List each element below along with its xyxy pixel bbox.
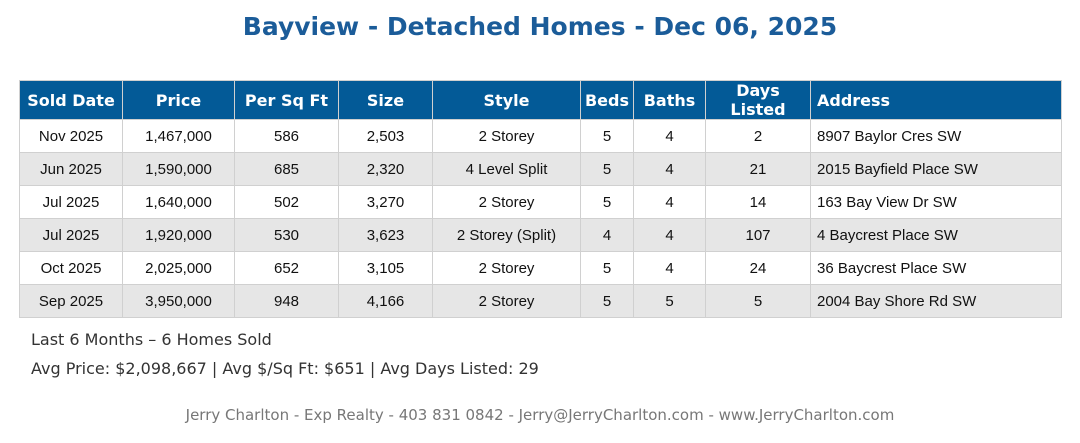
column-header: Sold Date bbox=[19, 80, 123, 120]
table-cell: 2,503 bbox=[338, 119, 433, 153]
table-cell: 586 bbox=[234, 119, 339, 153]
table-cell: Sep 2025 bbox=[19, 284, 123, 318]
summary-count: Last 6 Months – 6 Homes Sold bbox=[31, 330, 272, 349]
table-cell: 2,025,000 bbox=[122, 251, 235, 285]
table-cell: 1,640,000 bbox=[122, 185, 235, 219]
table-cell: 948 bbox=[234, 284, 339, 318]
table-cell: 3,623 bbox=[338, 218, 433, 252]
table-cell: 5 bbox=[705, 284, 811, 318]
table-cell: 4 Level Split bbox=[432, 152, 581, 186]
table-cell: 14 bbox=[705, 185, 811, 219]
column-header: Baths bbox=[633, 80, 706, 120]
table-cell: 163 Bay View Dr SW bbox=[810, 185, 1062, 219]
column-header: Size bbox=[338, 80, 433, 120]
table-cell: 5 bbox=[580, 284, 634, 318]
table-cell: 4 bbox=[580, 218, 634, 252]
table-cell: 2,320 bbox=[338, 152, 433, 186]
table-cell: 1,590,000 bbox=[122, 152, 235, 186]
table-cell: 107 bbox=[705, 218, 811, 252]
column-header: Beds bbox=[580, 80, 634, 120]
table-cell: 4 bbox=[633, 185, 706, 219]
summary-averages: Avg Price: $2,098,667 | Avg $/Sq Ft: $65… bbox=[31, 359, 539, 378]
column-header: Price bbox=[122, 80, 235, 120]
table-header-row: Sold Date Price Per Sq Ft Size Style Beds Bath… bbox=[19, 80, 1062, 120]
table-cell: 3,105 bbox=[338, 251, 433, 285]
table-row: Oct 2025 2,025,000 652 3,105 2 Storey 5 4 24 36 … bbox=[19, 251, 1062, 285]
table-cell: 2 Storey bbox=[432, 185, 581, 219]
table-cell: 4 bbox=[633, 251, 706, 285]
table-cell: 2 Storey (Split) bbox=[432, 218, 581, 252]
column-header: Days Listed bbox=[705, 80, 811, 120]
table-cell: 4 bbox=[633, 119, 706, 153]
table-cell: 652 bbox=[234, 251, 339, 285]
column-header: Style bbox=[432, 80, 581, 120]
table-cell: 2015 Bayfield Place SW bbox=[810, 152, 1062, 186]
table-cell: 24 bbox=[705, 251, 811, 285]
table-cell: 3,950,000 bbox=[122, 284, 235, 318]
page-title: Bayview - Detached Homes - Dec 06, 2025 bbox=[242, 12, 838, 41]
column-header: Per Sq Ft bbox=[234, 80, 339, 120]
table-cell: 5 bbox=[580, 185, 634, 219]
table-row: Sep 2025 3,950,000 948 4,166 2 Storey 5 5 5 2004… bbox=[19, 284, 1062, 318]
table-cell: Nov 2025 bbox=[19, 119, 123, 153]
table-cell: 2004 Bay Shore Rd SW bbox=[810, 284, 1062, 318]
table-cell: 2 bbox=[705, 119, 811, 153]
table-row: Jul 2025 1,920,000 530 3,623 2 Storey (Split… bbox=[19, 218, 1062, 252]
table-cell: 502 bbox=[234, 185, 339, 219]
contact-footer: Jerry Charlton - Exp Realty - 403 831 08… bbox=[185, 406, 895, 424]
table-cell: 2 Storey bbox=[432, 119, 581, 153]
table-cell: 2 Storey bbox=[432, 284, 581, 318]
table-row: Nov 2025 1,467,000 586 2,503 2 Storey 5 4 2 8907… bbox=[19, 119, 1062, 153]
table-cell: 36 Baycrest Place SW bbox=[810, 251, 1062, 285]
table-cell: Jul 2025 bbox=[19, 185, 123, 219]
table-cell: Jul 2025 bbox=[19, 218, 123, 252]
table-cell: 1,920,000 bbox=[122, 218, 235, 252]
table-cell: 5 bbox=[580, 119, 634, 153]
table-cell: 4 bbox=[633, 152, 706, 186]
table-cell: 530 bbox=[234, 218, 339, 252]
table-cell: 4,166 bbox=[338, 284, 433, 318]
table-cell: 1,467,000 bbox=[122, 119, 235, 153]
column-header: Address bbox=[810, 80, 1062, 120]
table-cell: 5 bbox=[633, 284, 706, 318]
table-cell: 5 bbox=[580, 251, 634, 285]
table-cell: 3,270 bbox=[338, 185, 433, 219]
table-cell: Oct 2025 bbox=[19, 251, 123, 285]
table-cell: 4 bbox=[633, 218, 706, 252]
sales-table: Sold Date Price Per Sq Ft Size Style Beds Bath… bbox=[19, 80, 1062, 318]
table-cell: Jun 2025 bbox=[19, 152, 123, 186]
table-cell: 685 bbox=[234, 152, 339, 186]
table-cell: 5 bbox=[580, 152, 634, 186]
table-row: Jul 2025 1,640,000 502 3,270 2 Storey 5 4 14 163… bbox=[19, 185, 1062, 219]
table-row: Jun 2025 1,590,000 685 2,320 4 Level Split 5 4… bbox=[19, 152, 1062, 186]
table-cell: 8907 Baylor Cres SW bbox=[810, 119, 1062, 153]
table-cell: 2 Storey bbox=[432, 251, 581, 285]
table-cell: 4 Baycrest Place SW bbox=[810, 218, 1062, 252]
table-cell: 21 bbox=[705, 152, 811, 186]
